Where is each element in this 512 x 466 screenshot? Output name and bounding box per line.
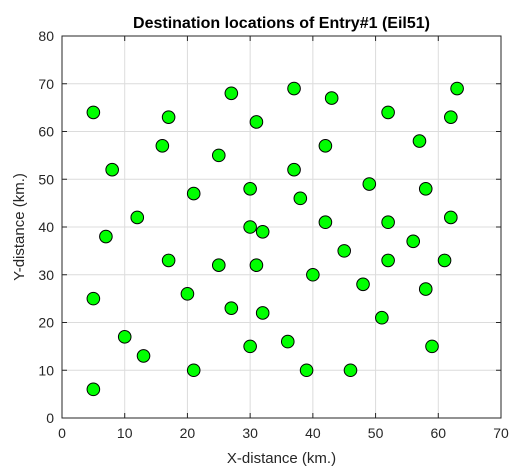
x-tick-label: 10 xyxy=(117,425,133,441)
data-point xyxy=(381,253,395,268)
data-point xyxy=(425,339,439,354)
data-point xyxy=(136,349,151,363)
y-tick-label: 40 xyxy=(38,219,54,235)
data-point xyxy=(450,81,464,96)
x-tick-label: 0 xyxy=(58,425,66,441)
chart-title: Destination locations of Entry#1 (Eil51) xyxy=(133,15,430,32)
y-tick-label: 30 xyxy=(38,267,54,283)
data-point xyxy=(224,86,239,101)
data-point xyxy=(287,81,301,96)
data-point xyxy=(444,110,458,124)
data-point xyxy=(211,148,226,163)
data-point xyxy=(293,191,308,206)
x-tick-label: 50 xyxy=(368,425,384,441)
data-point xyxy=(381,105,395,120)
data-point xyxy=(224,301,239,315)
data-point xyxy=(105,162,119,177)
data-point xyxy=(243,220,257,234)
data-point xyxy=(299,363,314,378)
data-point xyxy=(86,105,101,120)
data-point xyxy=(412,134,427,148)
data-point xyxy=(324,91,339,105)
x-tick-label: 60 xyxy=(430,425,446,441)
data-point xyxy=(375,310,389,325)
data-point xyxy=(243,182,257,196)
data-point xyxy=(381,215,395,230)
x-tick-label: 40 xyxy=(305,425,321,441)
data-point xyxy=(255,224,270,239)
data-point xyxy=(356,277,370,292)
data-point xyxy=(444,210,458,225)
data-point xyxy=(130,210,145,225)
data-point xyxy=(186,363,201,378)
data-point xyxy=(86,291,101,306)
x-tick-label: 20 xyxy=(180,425,196,441)
data-point xyxy=(99,229,113,244)
data-point xyxy=(211,258,226,273)
data-point xyxy=(343,363,358,378)
data-point xyxy=(161,253,176,268)
data-point xyxy=(155,139,170,153)
x-tick-label: 70 xyxy=(493,425,509,441)
y-tick-label: 10 xyxy=(38,362,54,378)
data-point xyxy=(243,339,257,354)
data-point xyxy=(318,215,333,230)
data-point xyxy=(287,162,301,177)
y-tick-label: 20 xyxy=(38,315,54,331)
y-tick-label: 80 xyxy=(38,28,54,44)
data-point xyxy=(418,182,433,196)
data-point xyxy=(362,177,377,191)
x-tick-label: 30 xyxy=(242,425,258,441)
x-axis-label: X-distance (km.) xyxy=(227,450,336,466)
data-point xyxy=(255,306,270,320)
data-point xyxy=(249,115,264,129)
y-axis-label: Y-distance (km.) xyxy=(11,173,28,281)
data-point xyxy=(306,267,320,282)
data-points xyxy=(86,81,464,397)
y-tick-label: 0 xyxy=(46,410,54,426)
axis-ticks: 0 10 20 30 40 50 60 70 0 10 20 30 40 50 60 70 80 xyxy=(38,28,509,441)
data-point xyxy=(318,139,333,153)
y-tick-label: 50 xyxy=(38,171,54,187)
data-point xyxy=(161,110,176,124)
data-point xyxy=(337,244,352,258)
data-point xyxy=(418,282,433,296)
data-point xyxy=(437,253,452,268)
data-point xyxy=(280,334,295,349)
data-point xyxy=(249,258,264,273)
data-point xyxy=(117,330,132,344)
y-tick-label: 60 xyxy=(38,124,54,140)
data-point xyxy=(186,186,201,201)
y-tick-label: 70 xyxy=(38,76,54,92)
data-point xyxy=(86,382,101,397)
data-point xyxy=(180,287,195,301)
data-point xyxy=(406,234,421,249)
